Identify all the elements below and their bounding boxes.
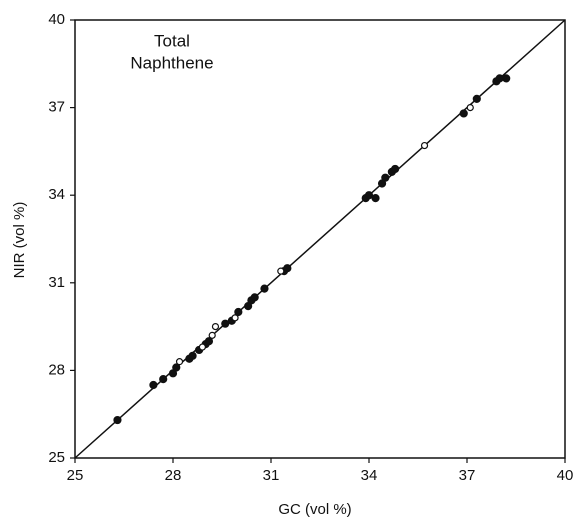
- data-point: [502, 74, 511, 83]
- data-point: [250, 293, 259, 302]
- data-point: [175, 358, 184, 366]
- y-axis-title: NIR (vol %): [11, 202, 28, 279]
- x-tick-label: 28: [165, 467, 182, 484]
- identity-line: [74, 19, 566, 459]
- plot-frame: [74, 19, 566, 459]
- data-point: [371, 194, 380, 203]
- data-point: [420, 141, 429, 150]
- data-point: [283, 264, 292, 273]
- data-point: [211, 323, 220, 331]
- x-tick-label: 34: [361, 467, 378, 484]
- data-point: [234, 307, 243, 317]
- data-point: [231, 314, 239, 322]
- data-point: [221, 319, 230, 328]
- annotation: Naphthene: [130, 53, 213, 72]
- data-point: [208, 331, 216, 339]
- data-point: [364, 191, 374, 200]
- data-point: [149, 380, 158, 390]
- data-point: [260, 284, 269, 293]
- data-point: [188, 351, 197, 360]
- y-tick-label: 25: [48, 449, 65, 466]
- data-point: [277, 267, 285, 275]
- data-point: [204, 337, 214, 346]
- data-point: [172, 363, 181, 372]
- data-point: [391, 164, 400, 174]
- x-tick-label: 40: [557, 467, 574, 484]
- x-tick-label: 25: [67, 467, 84, 484]
- data-point: [113, 415, 122, 425]
- x-tick-label: 31: [263, 467, 280, 484]
- data-point: [466, 103, 474, 112]
- annotation: Total: [154, 31, 190, 50]
- y-tick-label: 28: [48, 361, 65, 378]
- y-tick-label: 34: [48, 186, 65, 203]
- y-tick-label: 31: [48, 274, 65, 291]
- data-point: [159, 375, 168, 384]
- y-tick-label: 37: [48, 99, 65, 116]
- data-point: [459, 109, 468, 118]
- x-axis-title: GC (vol %): [278, 501, 351, 518]
- data-point: [472, 94, 481, 103]
- x-tick-label: 37: [459, 467, 476, 484]
- data-point: [198, 343, 206, 351]
- data-point: [381, 173, 390, 182]
- y-tick-label: 40: [48, 11, 65, 28]
